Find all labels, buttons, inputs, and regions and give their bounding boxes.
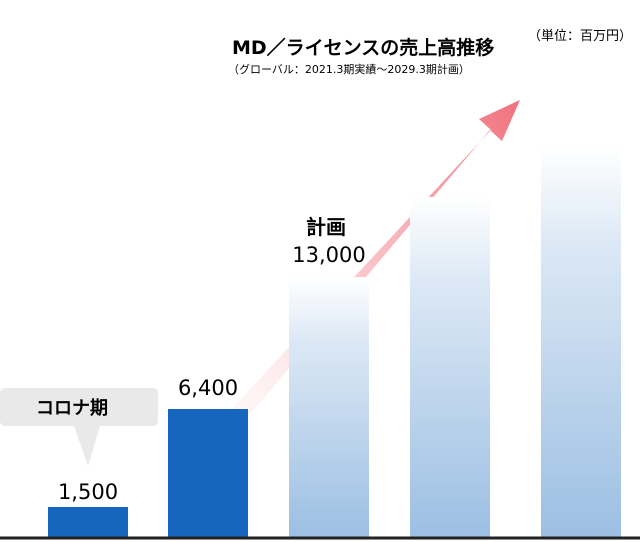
callout-box (0, 388, 158, 426)
value-label-1: 1,500 (58, 480, 118, 504)
callout-pointer (74, 426, 100, 466)
callout-label: コロナ期 (36, 398, 108, 419)
chart-subtitle: （グローバル：2021.3期実績～2029.3期計画） (228, 62, 470, 76)
value-label-2: 6,400 (178, 376, 238, 400)
covid-callout: コロナ期 (0, 388, 158, 466)
bar-4 (410, 197, 490, 537)
bar-3 (289, 277, 369, 537)
bars-group (48, 147, 621, 537)
bar-5 (541, 147, 621, 537)
bar-2 (168, 409, 248, 537)
value-label-3: 13,000 (292, 243, 365, 267)
plan-label: 計画 (306, 215, 346, 239)
bar-1 (48, 507, 128, 537)
unit-label: （単位：百万円） (528, 28, 632, 44)
chart-title: MD／ライセンスの売上高推移 (232, 36, 494, 59)
